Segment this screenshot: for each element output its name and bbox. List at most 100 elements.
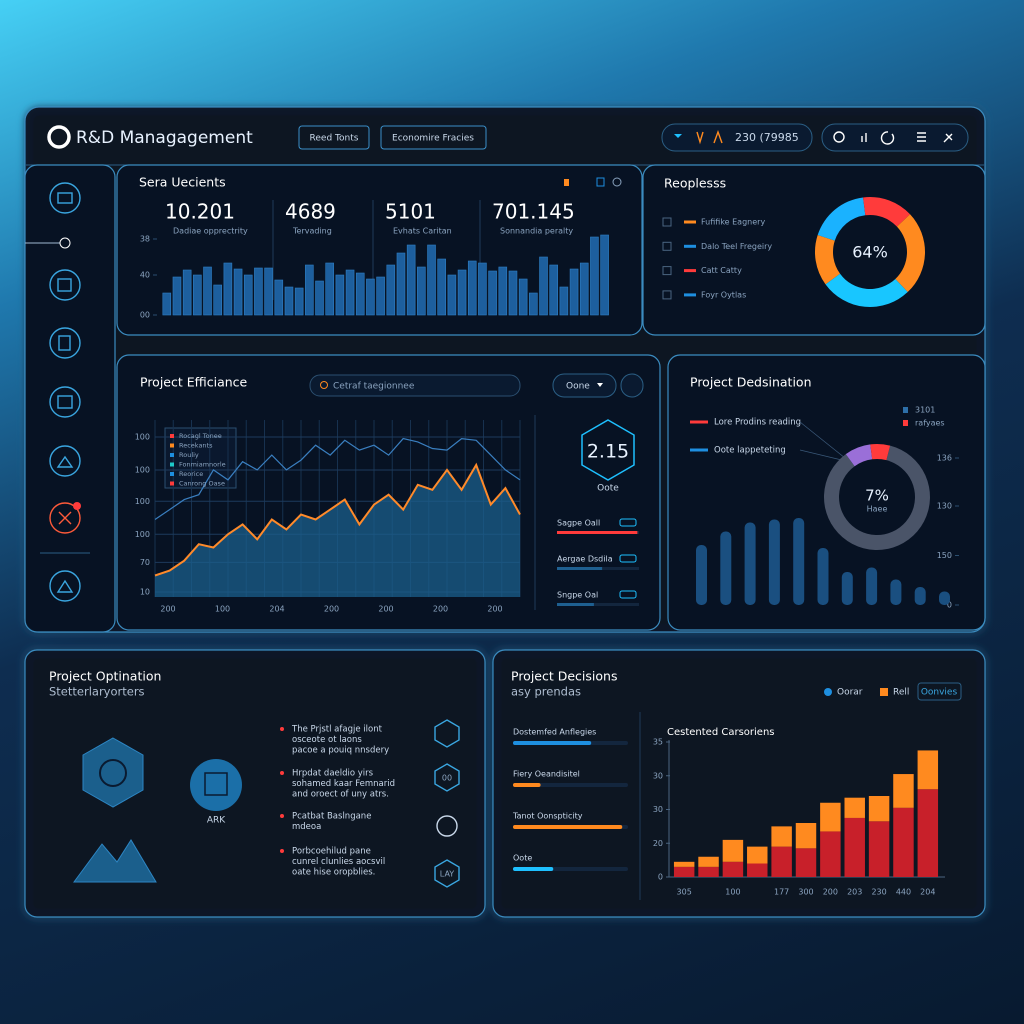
- sidebar-icons: [25, 182, 90, 602]
- bar: [427, 244, 436, 316]
- legend-swatch: [880, 688, 888, 696]
- y-tick-label: 30: [653, 771, 663, 780]
- panel-title: Project Dedsination: [690, 375, 812, 390]
- y-tick-label: 150: [937, 551, 952, 560]
- legend-label: Lore Prodins reading: [714, 418, 801, 428]
- x-tick-label: 203: [847, 888, 862, 897]
- y-tick-label: 0: [947, 601, 952, 610]
- nav-icon[interactable]: [49, 570, 81, 602]
- dropdown-arrow: [597, 383, 603, 387]
- list-text: cunrel clunlies aocsvil: [292, 857, 385, 867]
- nav-icon[interactable]: [49, 182, 81, 214]
- search-icon[interactable]: [833, 131, 845, 143]
- nav-icon[interactable]: [49, 502, 81, 534]
- legend-label: Rocagl Tonee: [179, 432, 222, 440]
- nav-glyph: [57, 395, 73, 409]
- header-button-label[interactable]: Economire Fracies: [392, 134, 474, 144]
- legend-label: Oote lappeteting: [714, 446, 786, 456]
- nav-icon[interactable]: [49, 386, 81, 418]
- stat-value: 10.201: [165, 200, 235, 224]
- icon-label: 00: [442, 774, 452, 783]
- progress-label: Sagpe Oall: [557, 519, 600, 528]
- bar: [488, 270, 497, 316]
- menu-icon[interactable]: [917, 132, 926, 142]
- progress-label: Tanot Oonspticity: [512, 812, 583, 821]
- panel-tool[interactable]: [620, 373, 644, 398]
- bar: [396, 252, 406, 316]
- panel-subtitle: asy prendas: [511, 685, 581, 699]
- legend-label: Fonmiamnorle: [179, 461, 226, 469]
- bar-segment: [698, 856, 719, 867]
- progress-bar: [513, 783, 541, 787]
- progress-bar: [513, 741, 592, 745]
- stat-label: Dadiae opprectrity: [173, 227, 248, 236]
- dynamic-layer: 10.201 Dadiae opprectrity 4689 Tervading 510…: [135, 196, 959, 897]
- hex-glyph: [99, 759, 127, 787]
- side-icon: [434, 859, 460, 888]
- y-tick-label: 00: [140, 311, 150, 320]
- settings-icon[interactable]: [943, 133, 953, 143]
- x-tick-label: 100: [215, 605, 230, 614]
- y-tick-label: 35: [653, 738, 663, 747]
- dropdown-label[interactable]: Oone: [566, 382, 590, 392]
- nav-icon[interactable]: [49, 269, 81, 301]
- progress-track: [557, 603, 639, 606]
- x-tick-label: 204: [269, 605, 284, 614]
- bar-segment: [747, 863, 768, 877]
- chart-title: Cestented Carsoriens: [667, 727, 775, 738]
- x-tick-label: 200: [160, 605, 175, 614]
- bar: [386, 264, 396, 316]
- panel-tool[interactable]: [564, 179, 569, 186]
- refresh-icon[interactable]: [880, 131, 895, 145]
- header-button[interactable]: [298, 125, 370, 150]
- y-tick-label: 100: [135, 432, 150, 441]
- legend-label: Rouliy: [179, 451, 199, 459]
- bullet: [280, 849, 284, 853]
- panel-button[interactable]: [917, 682, 962, 701]
- bar-segment: [722, 839, 744, 862]
- key-label: rafyaes: [915, 419, 945, 428]
- bar-segment: [771, 846, 792, 877]
- logo-text: R&D Managagement: [76, 128, 253, 148]
- side-icon: [434, 763, 460, 792]
- header-button[interactable]: [380, 125, 487, 150]
- donut-center: 64%: [852, 243, 888, 262]
- legend-label: Canrong Oase: [179, 480, 225, 488]
- chart-icon[interactable]: [861, 133, 867, 142]
- bar-segment: [893, 807, 914, 877]
- bar-segment: [844, 817, 865, 877]
- stat-value: 5101: [385, 200, 436, 224]
- panel: [642, 164, 986, 336]
- kpi-hexagon: [581, 419, 635, 481]
- nav-icon[interactable]: [49, 445, 81, 477]
- stat-value: 701.145: [492, 200, 575, 224]
- nav-glyph: [58, 511, 72, 525]
- search-placeholder[interactable]: Cetraf taegionnee: [333, 382, 415, 392]
- panel-button-label[interactable]: Oonvies: [921, 688, 958, 698]
- list-text: mdeoa: [292, 822, 321, 832]
- hex-icon: [82, 737, 144, 808]
- legend-swatch: [824, 688, 832, 696]
- header-button-label[interactable]: Reed Tonts: [310, 134, 359, 144]
- bar: [890, 579, 902, 605]
- side-icon: [436, 815, 458, 837]
- x-tick-label: 200: [378, 605, 393, 614]
- bar: [325, 262, 334, 316]
- bullet: [280, 727, 284, 731]
- donut-center: 7%: [865, 487, 889, 505]
- nav-glyph: [58, 335, 71, 351]
- legend-swatch: [170, 453, 174, 457]
- y-tick-label: 40: [140, 271, 150, 280]
- x-tick-label: 300: [798, 888, 813, 897]
- bar-segment: [844, 797, 865, 818]
- panel-tool[interactable]: [596, 177, 605, 187]
- nav-icon[interactable]: [49, 327, 81, 359]
- dropdown[interactable]: [552, 373, 617, 398]
- bar: [939, 591, 950, 605]
- search-box[interactable]: [309, 374, 521, 397]
- donut-segment: [895, 214, 926, 293]
- legend-label: Catt Catty: [701, 266, 742, 275]
- progress-bar: [557, 531, 638, 534]
- panel-tool[interactable]: [612, 177, 622, 187]
- bar: [817, 548, 829, 605]
